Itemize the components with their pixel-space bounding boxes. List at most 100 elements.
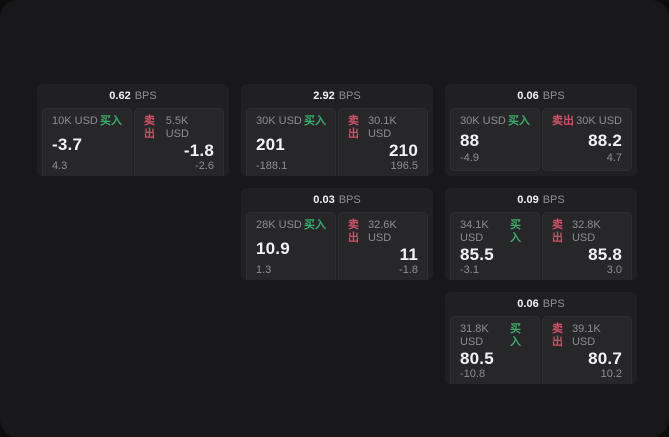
sell-quote-button[interactable]: 卖出 32.6K USD 11 -1.8 [338,212,428,280]
spread-header: 2.92 BPS [241,84,433,105]
buy-price: 80.5 [460,349,494,368]
sell-notional: 30K USD [576,115,622,127]
sell-notional: 39.1K USD [571,323,601,348]
quote-card-body: 34.1K USD 买入 85.5 -3.1 卖出 32.8K USD 85.8… [445,209,637,280]
buy-side-label: 买入 [304,219,326,231]
buy-side-label: 买入 [508,115,530,127]
buy-quote-top-row: 28K USD 买入 [256,219,326,232]
spread-header: 0.09 BPS [445,188,637,209]
buy-delta: 4.3 [52,160,68,172]
buy-price: -3.7 [52,134,83,154]
spread-header: 0.06 BPS [445,292,637,313]
spread-value: 0.09 [517,194,539,206]
buy-side-label: 买入 [304,115,326,127]
buy-notional: 34.1K USD [460,219,489,244]
sell-notional: 5.5K USD [165,115,189,140]
buy-delta: 1.3 [256,264,272,276]
sell-delta: -1.8 [399,264,418,276]
spread-unit-label: BPS [542,298,565,310]
buy-delta: -10.8 [460,368,486,380]
quote-card-body: 10K USD 买入 -3.7 4.3 卖出 5.5K USD -1.8 -2.… [37,105,229,176]
quote-card: 0.62 BPS 10K USD 买入 -3.7 4.3 卖出 5.5K USD… [37,84,229,176]
buy-quote-button[interactable]: 31.8K USD 买入 80.5 -10.8 [450,316,540,384]
sell-side-label: 卖出 [552,219,563,244]
sell-delta: -2.6 [195,160,214,172]
quote-card-body: 30K USD 买入 201 -188.1 卖出 30.1K USD 210 1… [241,105,433,176]
buy-quote-top-row: 30K USD 买入 [460,115,530,128]
spread-value: 0.03 [313,194,335,206]
quote-card: 0.09 BPS 34.1K USD 买入 85.5 -3.1 卖出 32.8K… [445,188,637,280]
sell-notional: 32.6K USD [367,219,397,244]
buy-price: 201 [256,134,285,154]
sell-price: -1.8 [183,141,214,160]
sell-price: 88.2 [588,130,622,150]
sell-side-label: 卖出 [144,115,155,140]
buy-side-label: 买入 [100,115,122,127]
buy-notional: 28K USD [256,219,302,231]
quote-card-body: 30K USD 买入 88 -4.9 卖出 30K USD 88.2 4.7 [445,105,637,176]
quotes-grid: 0.62 BPS 10K USD 买入 -3.7 4.3 卖出 5.5K USD… [37,84,637,384]
spread-value: 0.62 [109,90,131,102]
buy-quote-top-row: 30K USD 买入 [256,115,326,128]
sell-side-label: 卖出 [552,323,563,348]
buy-quote-button[interactable]: 30K USD 买入 201 -188.1 [246,108,336,176]
sell-quote-button[interactable]: 卖出 32.8K USD 85.8 3.0 [542,212,632,280]
buy-price: 88 [460,130,480,150]
buy-quote-button[interactable]: 30K USD 买入 88 -4.9 [450,108,540,171]
spread-unit-label: BPS [338,90,361,102]
spread-value: 0.06 [517,90,539,102]
sell-price: 80.7 [588,349,622,368]
spread-value: 0.06 [517,298,539,310]
buy-quote-top-row: 34.1K USD 买入 [460,219,530,245]
quote-card: 2.92 BPS 30K USD 买入 201 -188.1 卖出 30.1K … [241,84,433,176]
sell-quote-button[interactable]: 卖出 30.1K USD 210 196.5 [338,108,428,176]
sell-delta: 196.5 [390,160,418,172]
sell-price: 85.8 [588,245,622,264]
buy-price: 10.9 [256,238,290,258]
spread-unit-label: BPS [542,194,565,206]
buy-quote-top-row: 10K USD 买入 [52,115,122,128]
sell-notional: 30.1K USD [367,115,397,140]
sell-quote-top-row: 卖出 30.1K USD [348,115,418,141]
sell-quote-button[interactable]: 卖出 30K USD 88.2 4.7 [542,108,632,171]
quote-card-body: 31.8K USD 买入 80.5 -10.8 卖出 39.1K USD 80.… [445,313,637,384]
buy-quote-button[interactable]: 34.1K USD 买入 85.5 -3.1 [450,212,540,280]
sell-delta: 4.7 [606,152,622,164]
spread-value: 2.92 [313,90,335,102]
spread-unit-label: BPS [542,90,565,102]
buy-delta: -3.1 [460,264,479,276]
buy-price: 85.5 [460,245,494,264]
buy-delta: -4.9 [460,152,479,164]
spread-header: 0.03 BPS [241,188,433,209]
spread-header: 0.62 BPS [37,84,229,105]
spread-unit-label: BPS [134,90,157,102]
sell-quote-top-row: 卖出 32.8K USD [552,219,622,245]
sell-side-label: 卖出 [348,219,359,244]
sell-price: 11 [399,245,418,264]
buy-quote-button[interactable]: 10K USD 买入 -3.7 4.3 [42,108,132,176]
quote-card: 0.06 BPS 30K USD 买入 88 -4.9 卖出 30K USD 8… [445,84,637,176]
buy-quote-button[interactable]: 28K USD 买入 10.9 1.3 [246,212,336,280]
sell-quote-button[interactable]: 卖出 39.1K USD 80.7 10.2 [542,316,632,384]
sell-quote-top-row: 卖出 30K USD [552,115,622,128]
spread-unit-label: BPS [338,194,361,206]
buy-quote-top-row: 31.8K USD 买入 [460,323,530,349]
buy-notional: 31.8K USD [460,323,489,348]
sell-side-label: 卖出 [348,115,359,140]
sell-side-label: 卖出 [552,115,574,127]
sell-quote-button[interactable]: 卖出 5.5K USD -1.8 -2.6 [134,108,224,176]
sell-delta: 10.2 [600,368,622,380]
quote-card-body: 28K USD 买入 10.9 1.3 卖出 32.6K USD 11 -1.8 [241,209,433,280]
sell-price: 210 [389,141,418,160]
sell-quote-top-row: 卖出 5.5K USD [144,115,214,141]
quote-card: 0.03 BPS 28K USD 买入 10.9 1.3 卖出 32.6K US… [241,188,433,280]
buy-notional: 30K USD [460,115,506,127]
sell-quote-top-row: 卖出 32.6K USD [348,219,418,245]
buy-side-label: 买入 [510,323,522,348]
sell-quote-top-row: 卖出 39.1K USD [552,323,622,349]
buy-side-label: 买入 [510,219,522,244]
sell-delta: 3.0 [606,264,622,276]
buy-delta: -188.1 [256,160,288,172]
buy-notional: 30K USD [256,115,302,127]
